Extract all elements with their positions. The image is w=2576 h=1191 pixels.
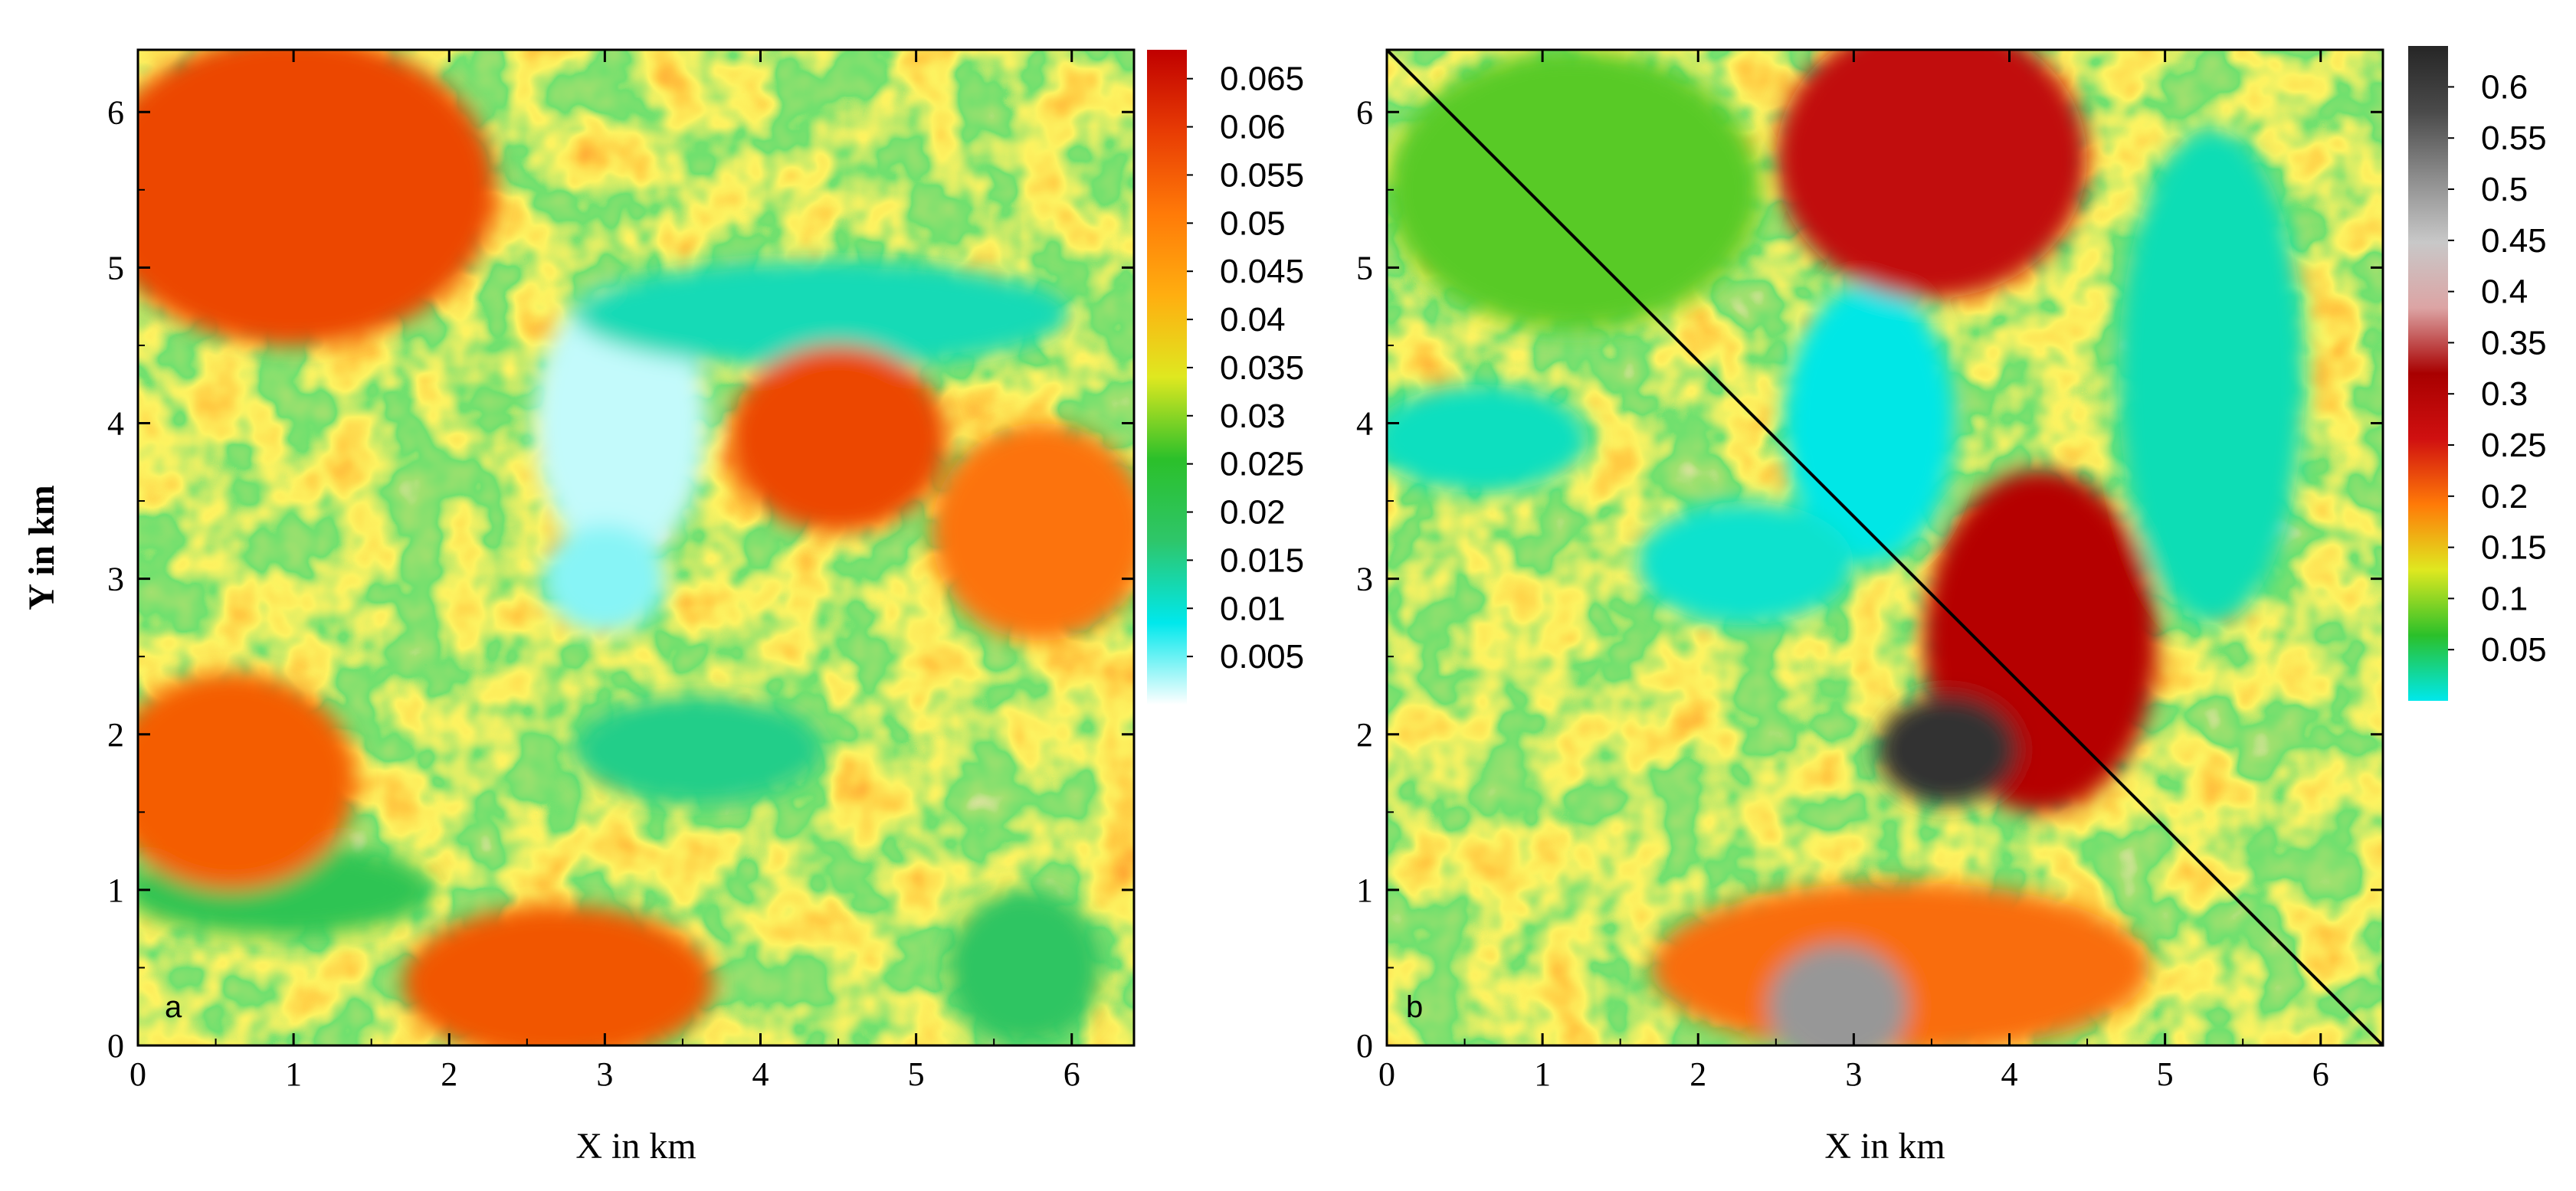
- plot-frame-a: [136, 48, 1136, 1047]
- heatmap-panel-b: 0 1 2 3 4 5 6 0 1 2 3 4 5 6 X in km b: [1356, 48, 2384, 1166]
- x-axis-title-b: X in km: [1824, 1126, 1945, 1166]
- colorbar-label: 0.065: [1220, 61, 1304, 98]
- heatmap-feature-high: [402, 905, 714, 1045]
- colorbar-label: 0.045: [1220, 253, 1304, 290]
- x-tick-label: 2: [441, 1055, 457, 1093]
- colorbar-ramp-b: [2408, 46, 2448, 701]
- colorbar-label: 0.01: [1220, 590, 1286, 627]
- x-axis-b: 0 1 2 3 4 5 6: [1378, 50, 2329, 1093]
- y-tick-label: 0: [107, 1027, 124, 1065]
- heatmap-features-b: [1387, 50, 2306, 1045]
- y-axis-title-a: Y in km: [21, 485, 62, 610]
- heatmap-feature-high: [1387, 50, 1761, 330]
- x-axis-title-a: X in km: [575, 1126, 696, 1166]
- colorbar-label: 0.035: [1220, 349, 1304, 387]
- y-tick-label: 3: [1356, 561, 1373, 598]
- x-axis-a: 0 1 2 3 4 5 6: [129, 50, 1080, 1093]
- colorbar-ramp-a: [1147, 50, 1187, 705]
- y-tick-label: 4: [1356, 405, 1373, 443]
- heatmap-feature-low: [1783, 283, 1955, 564]
- x-tick-label: 0: [129, 1055, 146, 1093]
- heatmap-feature-high: [729, 345, 948, 532]
- colorbar-label: 0.45: [2481, 222, 2547, 260]
- y-tick-label: 5: [1356, 249, 1373, 286]
- y-tick-label: 6: [1356, 93, 1373, 131]
- y-tick-label: 2: [1356, 716, 1373, 754]
- heatmap-feature-low: [573, 695, 823, 805]
- y-tick-label: 1: [107, 872, 124, 909]
- x-tick-label: 3: [1845, 1055, 1862, 1093]
- colorbar-label: 0.06: [1220, 109, 1286, 146]
- heatmap-feature-low: [1387, 384, 1590, 493]
- colorbar-label: 0.1: [2481, 580, 2528, 617]
- heatmap-feature-high: [931, 423, 1134, 641]
- diagonal-line: [1387, 50, 2383, 1045]
- colorbar-a: 0.065 0.06 0.055 0.05 0.045 0.04 0.035 0.03 0.02…: [1147, 50, 1304, 705]
- colorbar-b: 0.6 0.55 0.5 0.45 0.4 0.35 0.3 0.25 0.2 0.15 0.1 0.…: [2408, 46, 2547, 701]
- heatmap-features-a: [138, 50, 1134, 1045]
- heatmap-feature-high: [138, 672, 356, 890]
- x-tick-label: 5: [2157, 1055, 2174, 1093]
- y-tick-label: 4: [107, 405, 124, 443]
- heatmap-feature-low: [573, 260, 1072, 369]
- plot-frame-b: [1385, 48, 2384, 1047]
- x-tick-label: 4: [752, 1055, 769, 1093]
- colorbar-label: 0.05: [1220, 204, 1286, 242]
- x-tick-label: 5: [908, 1055, 925, 1093]
- heatmap-feature-low: [1636, 501, 1854, 626]
- x-tick-label: 1: [285, 1055, 302, 1093]
- colorbar-label: 0.55: [2481, 119, 2547, 157]
- heatmap-feature-low: [542, 524, 667, 633]
- colorbar-label: 0.015: [1220, 542, 1304, 579]
- x-tick-label: 6: [1064, 1055, 1080, 1093]
- x-tick-label: 4: [2001, 1055, 2018, 1093]
- colorbar-label: 0.5: [2481, 171, 2528, 208]
- heatmap-feature-low: [947, 889, 1103, 1045]
- panel-label-a: a: [165, 990, 182, 1024]
- y-tick-label: 6: [107, 93, 124, 131]
- heatmap-panel-a: 0 1 2 3 4 5 6 0 1 2 3 4 5 6 X in km Y in km a: [21, 48, 1136, 1166]
- y-tick-label: 0: [1356, 1027, 1373, 1065]
- colorbar-label: 0.055: [1220, 156, 1304, 194]
- panel-label-b: b: [1406, 990, 1423, 1024]
- y-axis-a: 0 1 2 3 4 5 6: [107, 93, 1134, 1065]
- colorbar-label: 0.05: [2481, 631, 2547, 669]
- x-tick-label: 1: [1534, 1055, 1551, 1093]
- colorbar-label: 0.025: [1220, 446, 1304, 483]
- colorbar-label: 0.3: [2481, 375, 2528, 413]
- heatmap-feature-mining: [1876, 695, 2017, 805]
- heatmap-feature-low: [2118, 127, 2306, 626]
- y-tick-label: 5: [107, 249, 124, 286]
- heatmap-feature-mining: [1768, 944, 1909, 1045]
- colorbar-label: 0.03: [1220, 398, 1286, 435]
- y-tick-label: 3: [107, 561, 124, 598]
- colorbar-label: 0.005: [1220, 638, 1304, 676]
- y-tick-label: 2: [107, 716, 124, 754]
- x-tick-label: 3: [596, 1055, 613, 1093]
- colorbar-label: 0.25: [2481, 427, 2547, 464]
- colorbar-label: 0.02: [1220, 494, 1286, 532]
- colorbar-label: 0.6: [2481, 68, 2528, 106]
- colorbar-label: 0.04: [1220, 301, 1286, 339]
- colorbar-label: 0.2: [2481, 478, 2528, 515]
- colorbar-label: 0.35: [2481, 324, 2547, 362]
- x-tick-label: 0: [1378, 1055, 1395, 1093]
- heatmap-feature-high: [138, 50, 497, 345]
- heatmap-feature-mining: [1775, 50, 2088, 299]
- y-axis-b: 0 1 2 3 4 5 6: [1356, 93, 2383, 1065]
- y-tick-label: 1: [1356, 872, 1373, 909]
- colorbar-label: 0.4: [2481, 273, 2528, 311]
- x-tick-label: 6: [2312, 1055, 2329, 1093]
- colorbar-label: 0.15: [2481, 529, 2547, 567]
- x-tick-label: 2: [1689, 1055, 1706, 1093]
